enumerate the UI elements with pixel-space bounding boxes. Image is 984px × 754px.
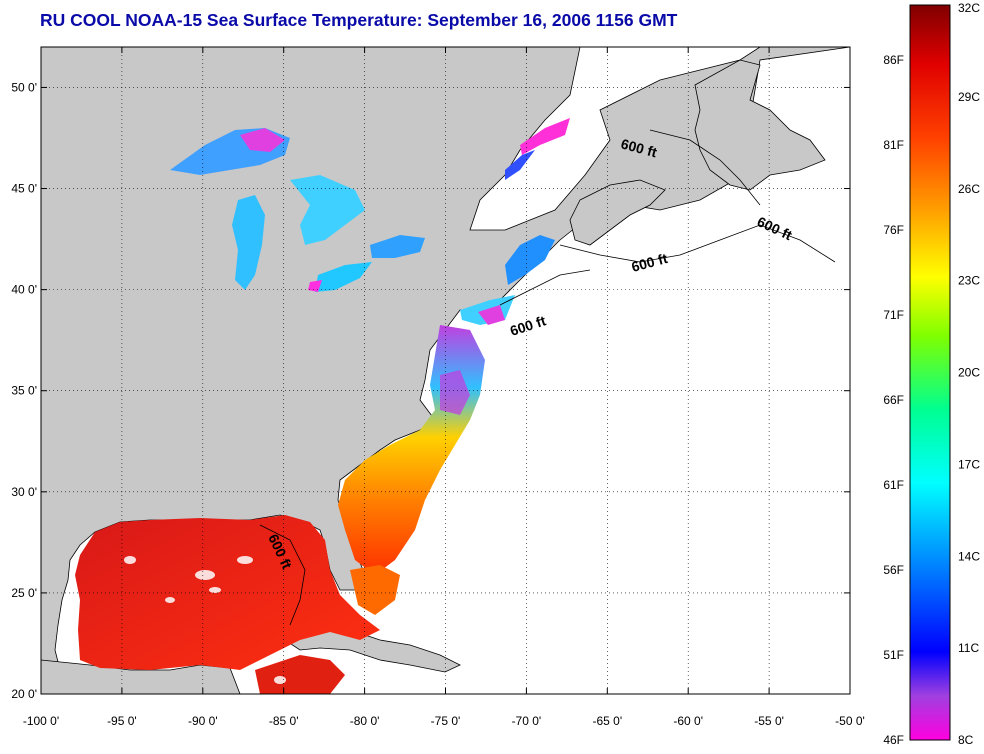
lat-tick-label: 45 0'	[11, 182, 37, 196]
colorbar-celsius-label: 23C	[958, 274, 980, 288]
land-nova-scotia	[569, 179, 666, 246]
colorbar-celsius-label: 11C	[958, 641, 979, 655]
colorbar-celsius-label: 14C	[958, 549, 980, 563]
lon-tick-label: -65 0'	[592, 714, 622, 728]
florida-east-sst	[350, 565, 400, 615]
colorbar-fahrenheit-label: 66F	[883, 393, 904, 407]
lat-tick-label: 20 0'	[11, 687, 37, 701]
lon-tick-label: -75 0'	[431, 714, 461, 728]
colorbar-celsius-label: 20C	[958, 366, 980, 380]
colorbar-celsius-label: 26C	[958, 182, 980, 196]
lon-tick-label: -50 0'	[835, 714, 865, 728]
lat-tick-label: 40 0'	[11, 283, 37, 297]
colorbar-fahrenheit-label: 86F	[883, 53, 904, 67]
gulf-cloud-gaps	[124, 556, 286, 684]
caribbean-sst	[255, 655, 345, 694]
land-newfoundland	[694, 59, 826, 191]
colorbar-swatch	[909, 4, 951, 741]
colorbar-celsius-label: 29C	[958, 90, 980, 104]
colorbar-celsius-label: 8C	[958, 733, 974, 747]
colorbar-fahrenheit-label: 46F	[883, 733, 904, 747]
colorbar-labels: 32C 29C 26C 23C 20C 17C 14C 11C 8C 86F 81F 76F 71F 66…	[883, 1, 980, 747]
lon-tick-label: -70 0'	[512, 714, 542, 728]
map-grid	[41, 47, 850, 694]
colorbar-fahrenheit-label: 76F	[883, 223, 904, 237]
lon-tick-label: -95 0'	[107, 714, 137, 728]
colorbar: 32C 29C 26C 23C 20C 17C 14C 11C 8C 86F 81F 76F 71F 66…	[883, 1, 980, 747]
lon-tick-label: -55 0'	[754, 714, 784, 728]
lon-tick-label: -100 0'	[23, 714, 59, 728]
isobath-600ft	[259, 129, 836, 626]
atlantic-coast-sst-purple	[440, 370, 470, 415]
colorbar-celsius-label: 32C	[958, 1, 980, 15]
northeast-sst	[460, 118, 570, 325]
lon-tick-label: -80 0'	[350, 714, 380, 728]
map-content	[41, 47, 850, 694]
lon-tick-label: -85 0'	[269, 714, 299, 728]
colorbar-fahrenheit-label: 56F	[883, 563, 904, 577]
map-ticks: -100 0' -95 0' -90 0' -85 0' -80 0' -75 0' -70…	[11, 47, 865, 728]
lat-tick-label: 50 0'	[11, 80, 37, 94]
colorbar-fahrenheit-label: 51F	[883, 648, 904, 662]
colorbar-celsius-label: 17C	[958, 457, 980, 471]
gulf-of-mexico-sst	[75, 515, 380, 670]
colorbar-fahrenheit-label: 81F	[883, 138, 904, 152]
lon-tick-label: -60 0'	[673, 714, 703, 728]
lat-tick-label: 25 0'	[11, 586, 37, 600]
colorbar-fahrenheit-label: 61F	[883, 478, 904, 492]
colorbar-fahrenheit-label: 71F	[883, 308, 904, 322]
great-lakes-sst	[170, 128, 425, 292]
lon-tick-label: -90 0'	[188, 714, 218, 728]
lat-tick-label: 30 0'	[11, 485, 37, 499]
lat-tick-label: 35 0'	[11, 384, 37, 398]
map-title: RU COOL NOAA-15 Sea Surface Temperature:…	[40, 10, 678, 30]
